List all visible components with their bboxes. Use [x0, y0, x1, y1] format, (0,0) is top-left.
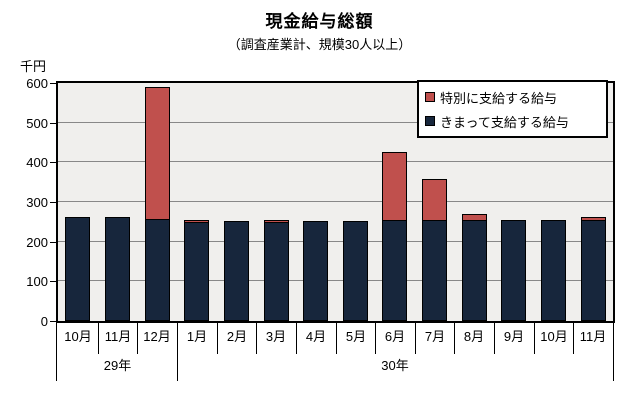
month-separator	[534, 321, 535, 354]
month-separator	[296, 321, 297, 354]
legend-swatch-regular-pay	[425, 116, 435, 126]
y-axis-label-600: 600	[26, 76, 48, 91]
bar-4月-regular-segment	[303, 221, 328, 321]
year-group-separator	[177, 321, 178, 381]
bar-8月-special-segment	[462, 214, 487, 221]
x-axis-month-label: 11月	[579, 329, 607, 344]
bar-2月-regular-segment	[224, 221, 249, 321]
bar-12月-special-segment	[145, 87, 170, 220]
bar-7月-regular-segment	[422, 220, 447, 321]
y-axis-label-400: 400	[26, 155, 48, 170]
y-axis-unit-label: 千円	[20, 59, 47, 74]
legend-swatch-special-pay	[425, 92, 435, 102]
year-group-separator	[613, 321, 614, 381]
legend-label: きまって支給する給与	[440, 114, 569, 130]
bar-3月-special-segment	[264, 220, 289, 223]
bar-6月-special-segment	[382, 152, 407, 221]
y-axis-label-500: 500	[26, 116, 48, 131]
y-axis-label-300: 300	[26, 195, 48, 210]
y-axis-tick-0	[50, 321, 56, 322]
gridline-200	[58, 241, 613, 242]
month-separator	[454, 321, 455, 354]
legend-item: 特別に支給する給与	[421, 85, 604, 109]
chart-title: 現金給与総額	[265, 12, 374, 31]
legend-label: 特別に支給する給与	[440, 90, 558, 106]
month-separator	[98, 321, 99, 354]
month-separator	[415, 321, 416, 354]
x-axis-month-label: 10月	[540, 329, 568, 344]
bar-11月-regular-segment	[581, 220, 606, 321]
bar-3月-regular-segment	[264, 222, 289, 321]
x-axis-month-label: 8月	[463, 329, 485, 344]
bar-12月-regular-segment	[145, 219, 170, 321]
x-axis-month-label: 9月	[503, 329, 525, 344]
x-axis-month-label: 10月	[64, 329, 92, 344]
y-axis-tick-500	[50, 123, 56, 124]
bar-6月-regular-segment	[382, 220, 407, 321]
x-axis-month-label: 12月	[143, 329, 171, 344]
bar-9月-regular-segment	[501, 220, 526, 321]
month-separator	[256, 321, 257, 354]
gridline-300	[58, 201, 613, 202]
x-axis-month-label: 3月	[265, 329, 287, 344]
x-axis-month-label: 7月	[424, 329, 446, 344]
x-axis-month-label: 5月	[345, 329, 367, 344]
bar-1月-special-segment	[184, 220, 209, 223]
y-axis-tick-100	[50, 281, 56, 282]
bar-5月-regular-segment	[343, 221, 368, 321]
chart-subtitle: （調査産業計、規模30人以上）	[227, 37, 412, 52]
y-axis-label-100: 100	[26, 274, 48, 289]
month-separator	[494, 321, 495, 354]
x-axis-year-label: 30年	[381, 358, 409, 373]
x-axis-month-label: 2月	[226, 329, 248, 344]
legend: 特別に支給する給与 きまって支給する給与	[417, 80, 608, 138]
month-separator	[336, 321, 337, 354]
year-group-separator	[56, 321, 57, 381]
bar-10月-regular-segment	[65, 217, 90, 321]
x-axis-year-label: 29年	[103, 358, 132, 373]
x-axis-month-label: 11月	[104, 329, 132, 344]
y-axis-label-0: 0	[40, 314, 48, 329]
bar-10月-regular-segment	[541, 220, 566, 321]
bar-11月-regular-segment	[105, 217, 130, 321]
legend-item: きまって支給する給与	[421, 109, 604, 133]
month-separator	[375, 321, 376, 354]
bar-7月-special-segment	[422, 179, 447, 221]
bar-1月-regular-segment	[184, 222, 209, 321]
x-axis-month-label: 1月	[186, 329, 208, 344]
month-separator	[217, 321, 218, 354]
y-axis-tick-600	[50, 83, 56, 84]
y-axis-tick-200	[50, 242, 56, 243]
bar-11月-special-segment	[581, 217, 606, 221]
month-separator	[137, 321, 138, 354]
gridline-500	[58, 122, 613, 123]
y-axis-tick-400	[50, 162, 56, 163]
x-axis-month-label: 6月	[384, 329, 406, 344]
gridline-400	[58, 161, 613, 162]
y-axis-tick-300	[50, 202, 56, 203]
bar-8月-regular-segment	[462, 220, 487, 321]
y-axis-label-200: 200	[26, 235, 48, 250]
x-axis-month-label: 4月	[305, 329, 327, 344]
month-separator	[573, 321, 574, 354]
gridline-100	[58, 280, 613, 281]
